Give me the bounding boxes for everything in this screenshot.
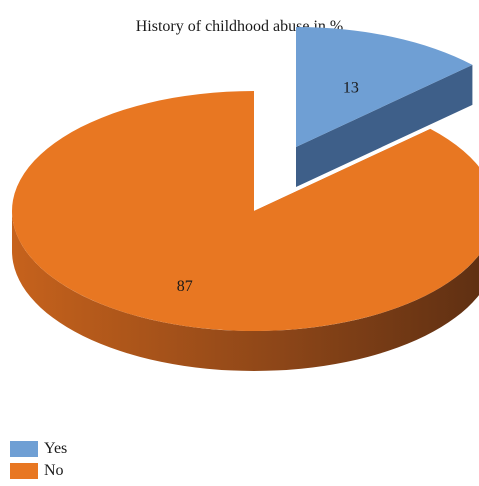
- slice-wall-yes: [296, 64, 473, 187]
- legend-item-no: No: [10, 460, 67, 482]
- legend-swatch-no: [10, 463, 38, 479]
- legend-swatch-yes: [10, 441, 38, 457]
- legend: Yes No: [10, 438, 67, 482]
- legend-item-yes: Yes: [10, 438, 67, 460]
- chart-title: History of childhood abuse in %: [135, 18, 344, 35]
- data-label-no: 87: [177, 278, 193, 295]
- slice-side-no: [12, 211, 479, 371]
- data-label-yes: 13: [343, 79, 359, 96]
- slice-no: [12, 91, 479, 331]
- slice-yes: [296, 27, 473, 147]
- legend-label-yes: Yes: [44, 440, 68, 457]
- legend-label-no: No: [44, 462, 64, 479]
